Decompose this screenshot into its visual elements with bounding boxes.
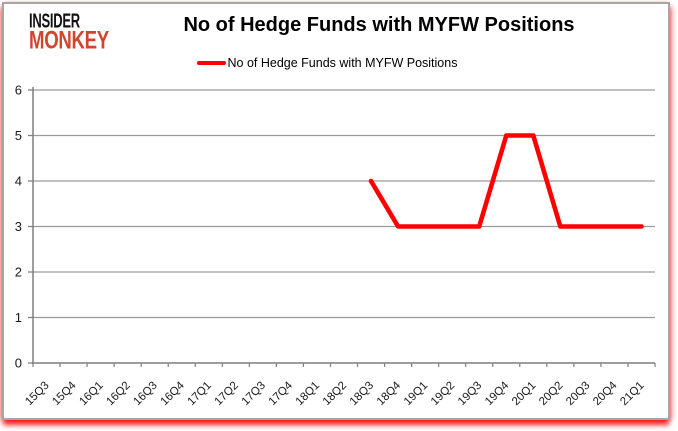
- logo-monkey-text: MONKEY: [29, 25, 109, 55]
- insider-monkey-logo: INSIDER MONKEY: [29, 11, 162, 58]
- x-tick-label: 16Q4: [158, 379, 187, 408]
- logo-insider-text: INSIDER: [29, 9, 80, 33]
- y-tick-label: 3: [15, 219, 22, 234]
- x-tick-label: 18Q1: [294, 380, 322, 408]
- x-tick-labels: 15Q315Q416Q116Q216Q316Q417Q117Q217Q317Q4…: [23, 379, 646, 408]
- gridlines: [33, 89, 655, 319]
- y-tick-labels: 0 1 2 3 4 5 6: [15, 83, 22, 371]
- y-tick-label: 5: [15, 128, 22, 143]
- chart-title: No of Hedge Funds with MYFW Positions: [183, 14, 575, 36]
- x-tick-label: 18Q4: [375, 379, 404, 408]
- x-tick-label: 16Q3: [131, 380, 159, 408]
- x-tick-label: 16Q2: [104, 380, 132, 408]
- x-tick-label: 15Q4: [50, 379, 79, 408]
- x-tick-label: 20Q1: [510, 380, 538, 408]
- x-tick-label: 20Q3: [564, 380, 592, 408]
- y-tick-label: 0: [15, 356, 22, 371]
- chart-frame: [2, 2, 670, 420]
- series-lines: [368, 133, 644, 229]
- x-tick-label: 17Q1: [186, 380, 214, 408]
- x-tick-label: 19Q2: [429, 380, 457, 408]
- legend-label: No of Hedge Funds with MYFW Positions: [227, 56, 458, 70]
- x-tick-label: 21Q1: [618, 380, 646, 408]
- y-tick-label: 6: [15, 83, 22, 98]
- x-tick-label: 17Q2: [213, 380, 241, 408]
- x-tick-label: 16Q1: [77, 380, 105, 408]
- x-tick-label: 15Q3: [23, 380, 51, 408]
- y-tick-label: 4: [15, 174, 22, 189]
- series-line: [368, 133, 644, 229]
- x-tick-label: 19Q1: [402, 380, 430, 408]
- x-tick-label: 19Q4: [483, 379, 512, 408]
- x-tick-label: 18Q2: [321, 380, 349, 408]
- legend: No of Hedge Funds with MYFW Positions: [0, 56, 654, 70]
- x-tick-label: 18Q3: [348, 380, 376, 408]
- y-tick-label: 1: [15, 310, 22, 325]
- axes: [28, 87, 656, 367]
- x-tick-label: 19Q3: [456, 380, 484, 408]
- x-tick-label: 17Q4: [267, 379, 296, 408]
- x-tick-label: 20Q4: [591, 379, 620, 408]
- x-tick-label: 17Q3: [240, 380, 268, 408]
- legend-line-icon: [196, 61, 226, 65]
- x-tick-label: 20Q2: [537, 380, 565, 408]
- y-tick-label: 2: [15, 265, 22, 280]
